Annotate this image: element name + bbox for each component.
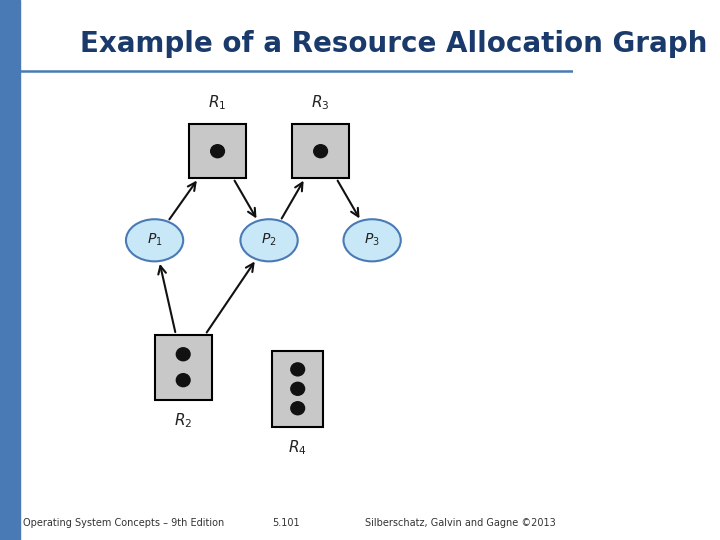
Bar — [292, 124, 349, 178]
Text: Operating System Concepts – 9th Edition: Operating System Concepts – 9th Edition — [23, 518, 224, 528]
Text: $R_1$: $R_1$ — [208, 93, 227, 112]
Bar — [155, 335, 212, 400]
Text: $R_2$: $R_2$ — [174, 411, 192, 430]
Circle shape — [176, 348, 190, 361]
Ellipse shape — [126, 219, 183, 261]
Bar — [272, 351, 323, 427]
Circle shape — [291, 363, 305, 376]
Ellipse shape — [343, 219, 401, 261]
Circle shape — [211, 145, 225, 158]
Text: $R_3$: $R_3$ — [311, 93, 330, 112]
Text: Example of a Resource Allocation Graph: Example of a Resource Allocation Graph — [80, 30, 708, 58]
Text: Silberschatz, Galvin and Gagne ©2013: Silberschatz, Galvin and Gagne ©2013 — [364, 518, 555, 528]
Text: 5.101: 5.101 — [272, 518, 300, 528]
Circle shape — [291, 382, 305, 395]
Text: $P_2$: $P_2$ — [261, 232, 277, 248]
Text: $P_1$: $P_1$ — [147, 232, 163, 248]
Circle shape — [291, 402, 305, 415]
Bar — [189, 124, 246, 178]
Circle shape — [176, 374, 190, 387]
Ellipse shape — [240, 219, 297, 261]
Circle shape — [314, 145, 328, 158]
Text: $R_4$: $R_4$ — [288, 438, 307, 457]
Text: $P_3$: $P_3$ — [364, 232, 380, 248]
